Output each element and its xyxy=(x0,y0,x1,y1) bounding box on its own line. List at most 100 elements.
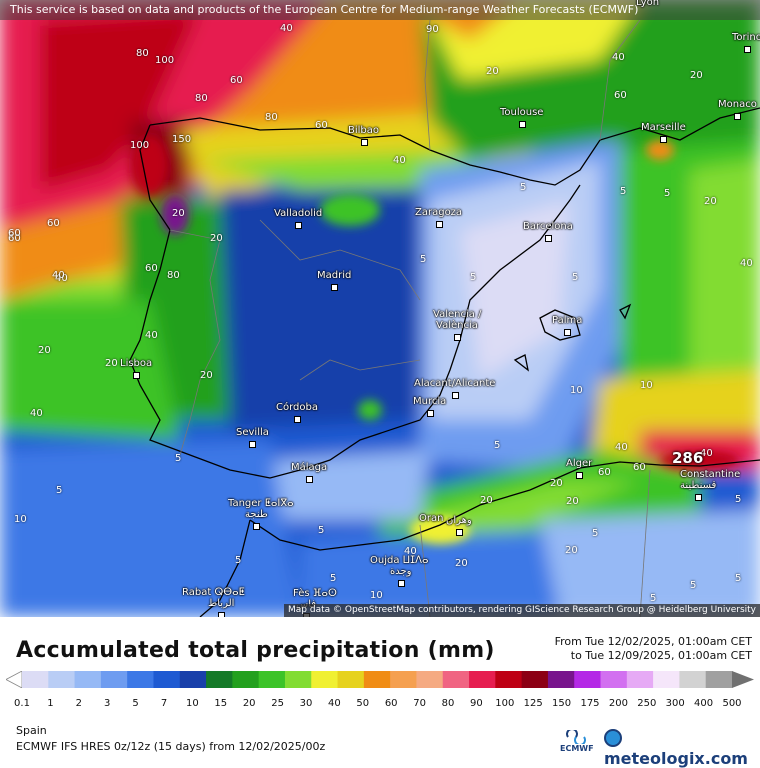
scale-cell xyxy=(600,671,628,688)
scale-cell xyxy=(390,671,417,688)
map-canvas xyxy=(0,0,760,617)
contour-label: 60 xyxy=(8,228,21,239)
contour-label: 40 xyxy=(52,270,65,281)
contour-label: 20 xyxy=(105,358,118,369)
ecmwf-logo[interactable]: ECMWF xyxy=(560,730,594,758)
scale-cell xyxy=(574,671,602,688)
scale-tick-label: 15 xyxy=(214,698,228,709)
city-label: Madrid xyxy=(317,270,352,291)
contour-label: 20 xyxy=(486,66,499,77)
city-label: Palma xyxy=(552,315,583,336)
scale-cell xyxy=(442,671,470,688)
scale-tick-label: 7 xyxy=(160,698,168,709)
scale-tick-label: 10 xyxy=(186,698,199,709)
scale-tick-label: 80 xyxy=(441,698,455,709)
contour-label: 100 xyxy=(130,140,150,151)
city-label: قسنطينة xyxy=(680,480,717,501)
map-attribution[interactable]: Map data © OpenStreetMap contributors, r… xyxy=(284,604,760,617)
globe-icon xyxy=(604,729,622,747)
scale-cell xyxy=(469,671,496,688)
contour-label: 20 xyxy=(690,70,703,81)
period-from: From Tue 12/02/2025, 01:00am CET xyxy=(554,635,752,648)
contour-label: 80 xyxy=(136,48,149,59)
city-label: وهران xyxy=(446,515,472,536)
region-label: Spain xyxy=(16,724,47,737)
scale-tick-label: 90 xyxy=(470,698,483,709)
scale-tick-label: 400 xyxy=(694,698,714,709)
contour-label: 80 xyxy=(167,270,180,281)
contour-label: 80 xyxy=(265,112,278,123)
city-label: Alacant/Alicante xyxy=(414,378,496,399)
scale-tick-label: 300 xyxy=(665,698,685,709)
scale-cell xyxy=(337,671,365,688)
ecmwf-icon xyxy=(566,730,586,744)
city-label: Alger xyxy=(566,458,593,479)
city-label: Torino xyxy=(732,32,760,53)
contour-label: 5 xyxy=(318,525,325,536)
contour-label: 60 xyxy=(633,462,646,473)
city-label: Barcelona xyxy=(523,221,573,242)
contour-label: 60 xyxy=(230,75,243,86)
city-label: Toulouse xyxy=(500,107,544,128)
contour-label: 5 xyxy=(650,593,657,604)
city-label: Málaga xyxy=(291,462,328,483)
contour-label: 5 xyxy=(690,580,697,591)
contour-label: 5 xyxy=(572,272,579,283)
contour-label: 5 xyxy=(664,188,671,199)
color-scale-ticks: 0.1 1 2 3 5 7 10 15 20 25 30 40 50 60 70 80 90 100 125 150 1… xyxy=(14,698,742,712)
city-label: Sevilla xyxy=(236,427,269,448)
scale-tick-label: 500 xyxy=(722,698,742,709)
scale-cell xyxy=(179,671,207,688)
scale-arrow-low xyxy=(6,671,23,688)
contour-label: 80 xyxy=(195,93,208,104)
scale-cell xyxy=(626,671,654,688)
contour-label: 60 xyxy=(47,218,60,229)
contour-label: 20 xyxy=(200,370,213,381)
contour-label: 60 xyxy=(315,120,328,131)
chart-title: Accumulated total precipitation (mm) xyxy=(16,638,495,663)
precipitation-map[interactable]: This service is based on data and produc… xyxy=(0,0,760,617)
scale-tick-label: 0.1 xyxy=(14,698,30,709)
city-label: Valladolid xyxy=(274,208,323,229)
city-label: Tanger ⵟⴰⵏⴳⴰ xyxy=(228,498,294,509)
contour-label: 5 xyxy=(420,254,427,265)
scale-tick-label: 60 xyxy=(384,698,398,709)
scale-tick-label: 70 xyxy=(413,698,426,709)
scale-cell xyxy=(48,671,76,688)
meteologix-logo[interactable]: meteologix.com xyxy=(604,729,760,768)
scale-cell xyxy=(521,671,549,688)
scale-tick-label: 250 xyxy=(637,698,657,709)
scale-tick-label: 100 xyxy=(495,698,515,709)
contour-label: 5 xyxy=(175,453,182,464)
city-label: Murcia xyxy=(413,396,447,417)
scale-tick-label: 30 xyxy=(299,698,313,709)
contour-label: 5 xyxy=(735,573,742,584)
city-label: Bilbao xyxy=(348,125,380,146)
period-to: to Tue 12/09/2025, 01:00am CET xyxy=(570,649,752,662)
contour-label: 40 xyxy=(615,442,628,453)
city-label: طنجة xyxy=(245,509,268,530)
scale-cell xyxy=(153,671,181,688)
city-label: València xyxy=(436,320,478,341)
contour-label: 100 xyxy=(155,55,175,66)
city-label: Lisboa xyxy=(120,358,153,379)
contour-label: 5 xyxy=(494,440,501,451)
contour-label: 20 xyxy=(210,233,223,244)
contour-label: 60 xyxy=(614,90,627,101)
model-run-info: ECMWF IFS HRES 0z/12z (15 days) from 12/… xyxy=(16,740,326,753)
contour-label: 90 xyxy=(426,24,439,35)
city-label: Oujda ⵡⵊⴷⴰ xyxy=(370,555,429,566)
scale-tick-label: 175 xyxy=(580,698,600,709)
scale-cell xyxy=(284,671,312,688)
contour-label: 10 xyxy=(370,590,383,601)
contour-label: 40 xyxy=(145,330,158,341)
brand-name: meteologix.com xyxy=(604,749,748,768)
contour-label: 5 xyxy=(235,555,242,566)
scale-cell xyxy=(679,671,707,688)
contour-label: 40 xyxy=(55,273,68,284)
scale-tick-label: 3 xyxy=(104,698,111,709)
scale-cell xyxy=(74,671,102,688)
contour-label: 5 xyxy=(56,485,63,496)
contour-label: 5 xyxy=(735,494,742,505)
contour-label: 40 xyxy=(612,52,625,63)
